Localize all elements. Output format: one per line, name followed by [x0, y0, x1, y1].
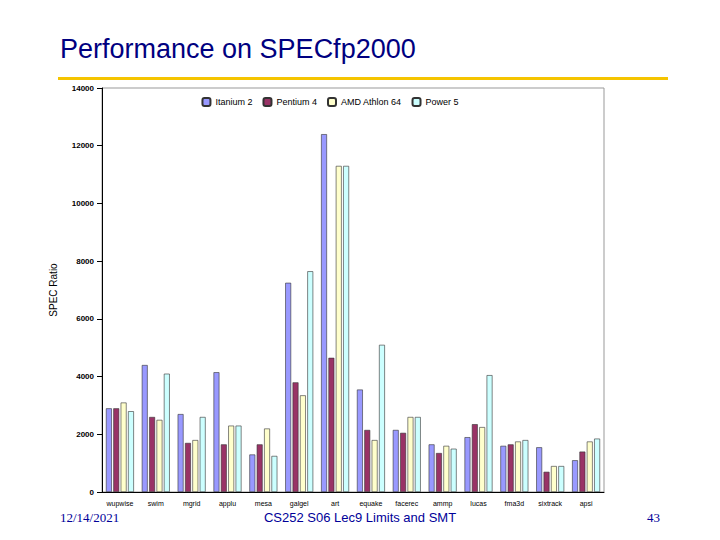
html-text:43: 43	[647, 510, 660, 525]
svg-text:lucas: lucas	[470, 500, 487, 507]
svg-text:sixtrack: sixtrack	[538, 500, 562, 507]
svg-text:mgrid: mgrid	[183, 500, 201, 508]
svg-text:mesa: mesa	[255, 500, 272, 507]
svg-text:SPEC Ratio: SPEC Ratio	[48, 263, 59, 317]
svg-text:12000: 12000	[72, 141, 95, 150]
svg-text:AMD Athlon 64: AMD Athlon 64	[341, 97, 401, 107]
html-text:Performance on SPECfp2000: Performance on SPECfp2000	[60, 34, 416, 64]
svg-text:applu: applu	[219, 500, 236, 508]
svg-text:Pentium 4: Pentium 4	[276, 97, 317, 107]
svg-text:apsi: apsi	[580, 500, 593, 508]
html-text:12/14/2021: 12/14/2021	[60, 510, 120, 525]
svg-text:2000: 2000	[76, 430, 94, 439]
svg-text:Power 5: Power 5	[426, 97, 459, 107]
svg-text:art: art	[331, 500, 339, 507]
svg-text:fma3d: fma3d	[505, 500, 525, 507]
svg-text:wupwise: wupwise	[105, 500, 133, 508]
svg-text:14000: 14000	[72, 84, 95, 93]
svg-text:ammp: ammp	[433, 500, 453, 508]
html-text:CS252 S06 Lec9 Limits and SMT: CS252 S06 Lec9 Limits and SMT	[263, 510, 457, 525]
svg-text:6000: 6000	[76, 314, 94, 323]
svg-text:8000: 8000	[76, 257, 94, 266]
svg-text:Itanium 2: Itanium 2	[215, 97, 252, 107]
svg-text:facerec: facerec	[395, 500, 418, 507]
svg-text:equake: equake	[359, 500, 382, 508]
svg-text:galgel: galgel	[290, 500, 309, 508]
svg-text:swim: swim	[148, 500, 164, 507]
svg-text:4000: 4000	[76, 372, 94, 381]
svg-text:0: 0	[90, 488, 95, 497]
svg-text:10000: 10000	[72, 199, 95, 208]
